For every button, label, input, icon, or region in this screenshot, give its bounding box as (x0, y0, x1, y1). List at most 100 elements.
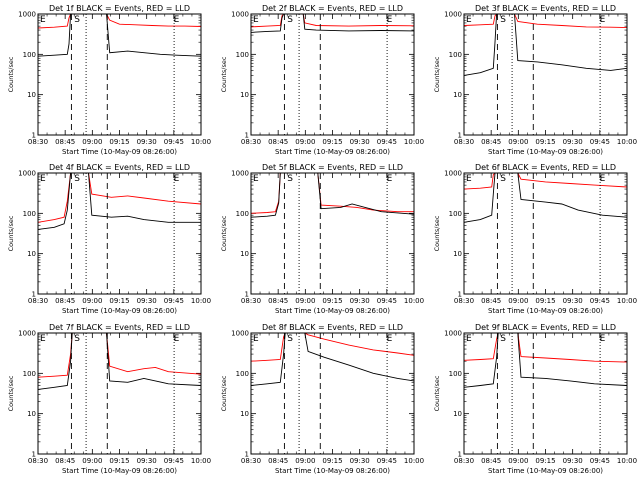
y-tick-label: 1 (458, 291, 462, 299)
x-tick-label: 09:30 (563, 457, 583, 465)
x-tick-label: 10:00 (404, 297, 424, 305)
x-tick-label: 09:00 (82, 138, 102, 146)
y-tick-label: 10 (27, 250, 36, 258)
lld-series-line (38, 173, 201, 223)
x-tick-label: 09:00 (295, 138, 315, 146)
interval-marker: S (500, 334, 506, 344)
y-tick-label: 1 (245, 132, 249, 140)
x-tick-label: 09:00 (82, 457, 102, 465)
interval-marker: E (466, 334, 472, 344)
series-group (251, 333, 414, 386)
x-tick-label: 09:30 (350, 297, 370, 305)
x-tick-label: 09:00 (508, 457, 528, 465)
panel-title: Det 5f BLACK = Events, RED = LLD (262, 163, 403, 172)
x-tick-label: 10:00 (191, 297, 211, 305)
series-group (251, 173, 414, 218)
x-tick-label: 09:45 (377, 138, 397, 146)
x-tick-label: 10:00 (404, 457, 424, 465)
series-group (464, 333, 627, 388)
x-tick-label: 10:00 (617, 138, 637, 146)
panel-3: Det 3f BLACK = Events, RED = LLD Start Ti… (433, 4, 637, 156)
lld-series-line (464, 173, 627, 190)
x-axis-label: Start Time (10-May-09 08:26:00) (488, 307, 603, 315)
events-series-line (251, 14, 414, 33)
x-tick-label: 09:30 (563, 297, 583, 305)
x-tick-label: 08:45 (268, 297, 288, 305)
interval-marker: S (287, 174, 293, 184)
y-axis-label: Counts/sec (433, 375, 441, 411)
x-tick-label: 10:00 (404, 138, 424, 146)
interval-marker: E (174, 174, 180, 184)
x-tick-label: 08:45 (481, 138, 501, 146)
y-tick-label: 1000 (444, 330, 462, 338)
x-tick-label: 08:30 (454, 457, 474, 465)
plot-frame (250, 172, 415, 295)
plot-frame (250, 13, 415, 136)
x-tick-label: 09:15 (322, 138, 342, 146)
y-tick-label: 1000 (18, 330, 36, 338)
plot-frame (463, 13, 628, 136)
x-tick-label: 10:00 (191, 457, 211, 465)
y-tick-label: 10 (240, 250, 249, 258)
panel-4: Det 4f BLACK = Events, RED = LLD Start Ti… (7, 163, 211, 315)
panel-2: Det 2f BLACK = Events, RED = LLD Start Ti… (220, 4, 424, 156)
panel-title: Det 8f BLACK = Events, RED = LLD (262, 323, 403, 332)
plot-frame (250, 332, 415, 455)
x-tick-label: 08:45 (481, 457, 501, 465)
interval-marker: E (174, 15, 180, 25)
x-axis-label: Start Time (10-May-09 08:26:00) (275, 307, 390, 315)
x-tick-label: 09:00 (295, 457, 315, 465)
events-series-line (464, 14, 627, 76)
lld-series-line (38, 333, 201, 378)
interval-marker: E (466, 174, 472, 184)
events-series-line (38, 173, 201, 230)
y-tick-label: 100 (236, 370, 249, 378)
lld-series-line (251, 333, 414, 362)
x-tick-label: 08:45 (268, 457, 288, 465)
panel-title: Det 3f BLACK = Events, RED = LLD (475, 4, 616, 13)
y-tick-label: 1 (458, 132, 462, 140)
y-tick-label: 1000 (231, 11, 249, 19)
series-group (38, 333, 201, 390)
y-tick-label: 10 (453, 250, 462, 258)
x-tick-label: 09:15 (109, 138, 129, 146)
y-tick-label: 1000 (231, 330, 249, 338)
x-tick-label: 09:45 (377, 457, 397, 465)
x-tick-label: 09:30 (350, 138, 370, 146)
y-axis-label: Counts/sec (433, 56, 441, 92)
x-axis-label: Start Time (10-May-09 08:26:00) (62, 148, 177, 156)
x-tick-label: 08:30 (454, 138, 474, 146)
x-tick-label: 08:45 (481, 297, 501, 305)
y-tick-label: 1 (245, 291, 249, 299)
lld-series-line (251, 14, 414, 28)
x-tick-label: 09:15 (109, 457, 129, 465)
y-tick-label: 10 (27, 410, 36, 418)
y-tick-label: 1 (32, 291, 36, 299)
x-tick-label: 08:30 (28, 138, 48, 146)
y-tick-label: 1000 (18, 170, 36, 178)
y-axis-label: Counts/sec (433, 215, 441, 251)
y-tick-label: 100 (236, 51, 249, 59)
x-tick-label: 10:00 (617, 297, 637, 305)
x-tick-label: 08:45 (55, 457, 75, 465)
interval-marker: E (600, 334, 606, 344)
series-group (38, 173, 201, 230)
x-tick-label: 09:00 (295, 297, 315, 305)
lld-series-line (38, 14, 201, 29)
interval-marker: E (253, 15, 259, 25)
lld-series-line (464, 14, 627, 29)
panel-title: Det 9f BLACK = Events, RED = LLD (475, 323, 616, 332)
y-axis-label: Counts/sec (7, 375, 15, 411)
x-tick-label: 09:45 (377, 297, 397, 305)
x-tick-label: 09:15 (322, 297, 342, 305)
x-tick-label: 09:15 (109, 297, 129, 305)
panel-5: Det 5f BLACK = Events, RED = LLD Start Ti… (220, 163, 424, 315)
events-series-line (464, 333, 627, 388)
x-tick-label: 09:30 (137, 457, 157, 465)
x-tick-label: 09:45 (590, 138, 610, 146)
interval-marker: S (74, 15, 80, 25)
y-tick-label: 100 (23, 210, 36, 218)
y-tick-label: 100 (449, 51, 462, 59)
x-tick-label: 09:30 (137, 297, 157, 305)
x-tick-label: 08:30 (241, 138, 261, 146)
